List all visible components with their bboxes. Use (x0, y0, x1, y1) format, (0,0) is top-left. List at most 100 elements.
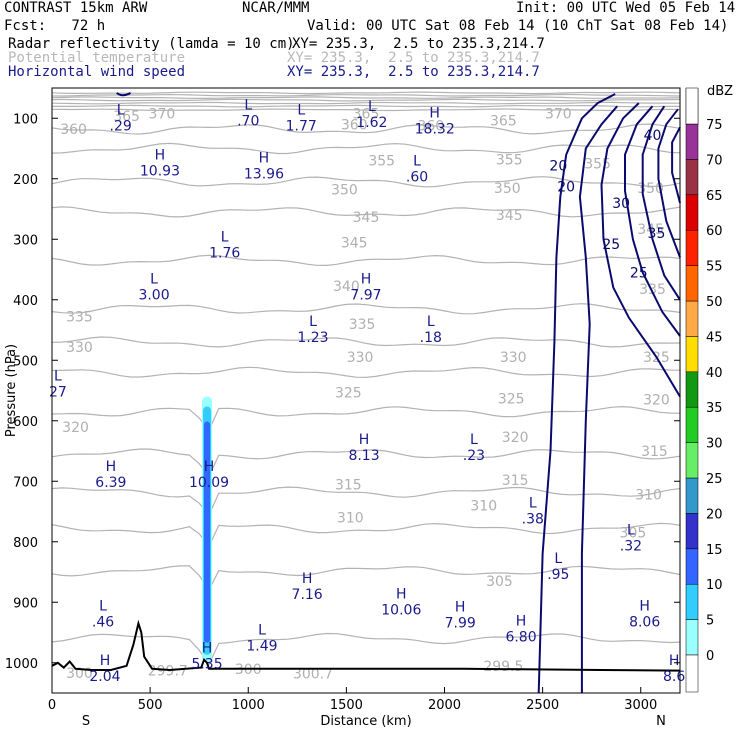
theta-contour-label: 325 (335, 385, 362, 401)
wind-speed-contour (624, 105, 681, 337)
extremum-marker: L (529, 496, 537, 512)
extremum-marker: L (258, 623, 266, 639)
extremum-value: 1.77 (286, 118, 317, 134)
valid-time: Valid: 00 UTC Sat 08 Feb 14 (10 ChT Sat … (307, 18, 729, 34)
field-wind: Horizontal wind speed (8, 64, 186, 80)
colorbar-swatch (685, 513, 699, 550)
colorbar-swatch (685, 548, 699, 585)
extremum-marker: L (297, 102, 305, 118)
colorbar-tick-label: 30 (706, 437, 723, 452)
field-theta: Potential temperature (8, 50, 186, 66)
colorbar-tick-label: 60 (706, 224, 723, 239)
colorbar-tick-label: 25 (706, 472, 723, 487)
theta-contour-line (52, 104, 680, 108)
extremum-value: 10.09 (189, 475, 229, 491)
colorbar-swatch (685, 442, 699, 479)
extremum-marker: H (359, 432, 370, 448)
colorbar-empty-bottom (685, 654, 699, 693)
wind-speed-contour (657, 108, 681, 258)
extremum-marker: H (516, 613, 527, 629)
wind-speed-contour (578, 105, 618, 693)
theta-contour-line (51, 632, 681, 666)
colorbar-swatch (685, 194, 699, 231)
extremum-marker: L (427, 314, 435, 330)
theta-contour-label: 315 (641, 444, 668, 460)
colorbar-tick-label: 5 (706, 614, 714, 629)
extremum-value: .38 (522, 512, 544, 528)
x-tick-label: 1500 (330, 698, 363, 713)
colorbar-swatch (685, 477, 699, 514)
extremum-value: .23 (463, 448, 485, 464)
theta-contour-line (51, 176, 681, 188)
x-tick-label: 0 (48, 698, 56, 713)
theta-contour-label: 320 (62, 420, 89, 436)
theta-contour-label: 305 (486, 574, 513, 590)
plot-frame (51, 87, 681, 694)
wind-contour-label: 35 (648, 226, 666, 242)
extremum-value: 27 (49, 384, 67, 400)
extremum-marker: L (470, 432, 478, 448)
extremum-value: 7.16 (292, 587, 323, 603)
extremum-marker: H (259, 151, 270, 167)
extremum-value: 8.6 (663, 669, 685, 685)
x-tick-label: 3000 (624, 698, 657, 713)
theta-contour-label: 305 (620, 526, 647, 542)
x-end-label-right: N (656, 714, 666, 729)
extremum-value: 13.96 (244, 167, 284, 183)
y-tick-label: 700 (13, 475, 38, 490)
extremum-value: 8.06 (629, 614, 660, 630)
theta-contour-label: 345 (341, 235, 368, 251)
y-axis-label: Pressure (hPa) (4, 344, 19, 437)
x-tick-label: 500 (138, 698, 163, 713)
extremum-value: .46 (92, 614, 114, 630)
colorbar-tick-label: 70 (706, 153, 723, 168)
theta-contour-line (51, 91, 681, 95)
organization: NCAR/MMM (242, 0, 310, 16)
x-tick-label: 2000 (428, 698, 461, 713)
extremum-marker: H (396, 586, 407, 602)
extremum-marker: H (455, 600, 466, 616)
x-end-label-left: S (82, 714, 90, 729)
colorbar-swatch (685, 265, 699, 302)
theta-contour-line (51, 206, 681, 218)
theta-contour-label: 335 (66, 310, 93, 326)
theta-contour-label: 330 (500, 350, 527, 366)
extremum-marker: L (150, 272, 158, 288)
wind-contour-label: 40 (644, 128, 662, 144)
theta-contour-label: 330 (347, 350, 374, 366)
wind-contour-label: 20 (549, 158, 567, 174)
theta-contour-label: 365 (490, 114, 517, 130)
theta-contour-line (51, 98, 681, 102)
colorbar-swatch (685, 159, 699, 196)
extremum-marker: H (155, 148, 166, 164)
colorbar-tick-label: 15 (706, 543, 723, 558)
wind-contour-label: 30 (612, 196, 630, 212)
theta-contour-line (51, 254, 681, 267)
extremum-marker: H (669, 653, 680, 669)
colorbar-tick-label: 0 (706, 649, 714, 664)
extremum-marker: L (54, 368, 62, 384)
reflectivity-column-core (204, 421, 211, 643)
extremum-value: .18 (420, 330, 442, 346)
theta-contour-label: 299.7 (148, 664, 188, 680)
colorbar-tick-label: 45 (706, 330, 723, 345)
y-tick-label: 200 (13, 173, 38, 188)
theta-contour-line (51, 565, 681, 592)
theta-contour-line (51, 486, 681, 516)
theta-contour-label: 365 (113, 109, 140, 125)
colorbar-tick-label: 55 (706, 260, 723, 275)
colorbar-tick-label: 40 (706, 366, 723, 381)
wind-contour-label: 25 (602, 237, 620, 253)
init-time: Init: 00 UTC Wed 05 Feb 14 (516, 0, 736, 16)
x-tick-label: 2500 (526, 698, 559, 713)
theta-contour-line (51, 123, 681, 135)
wind-speed-contour (671, 126, 681, 204)
theta-contour-line (51, 96, 681, 99)
theta-contour-label: 299.5 (483, 659, 523, 675)
extremum-value: 10.06 (381, 602, 421, 618)
wind-speed-contour (600, 102, 681, 398)
extremum-value: 1.62 (356, 115, 387, 131)
extremum-marker: L (99, 598, 107, 614)
y-tick-label: 600 (13, 415, 38, 430)
field-reflectivity-xy: XY= 235.3, 2.5 to 235.3,214.7 (292, 36, 545, 52)
